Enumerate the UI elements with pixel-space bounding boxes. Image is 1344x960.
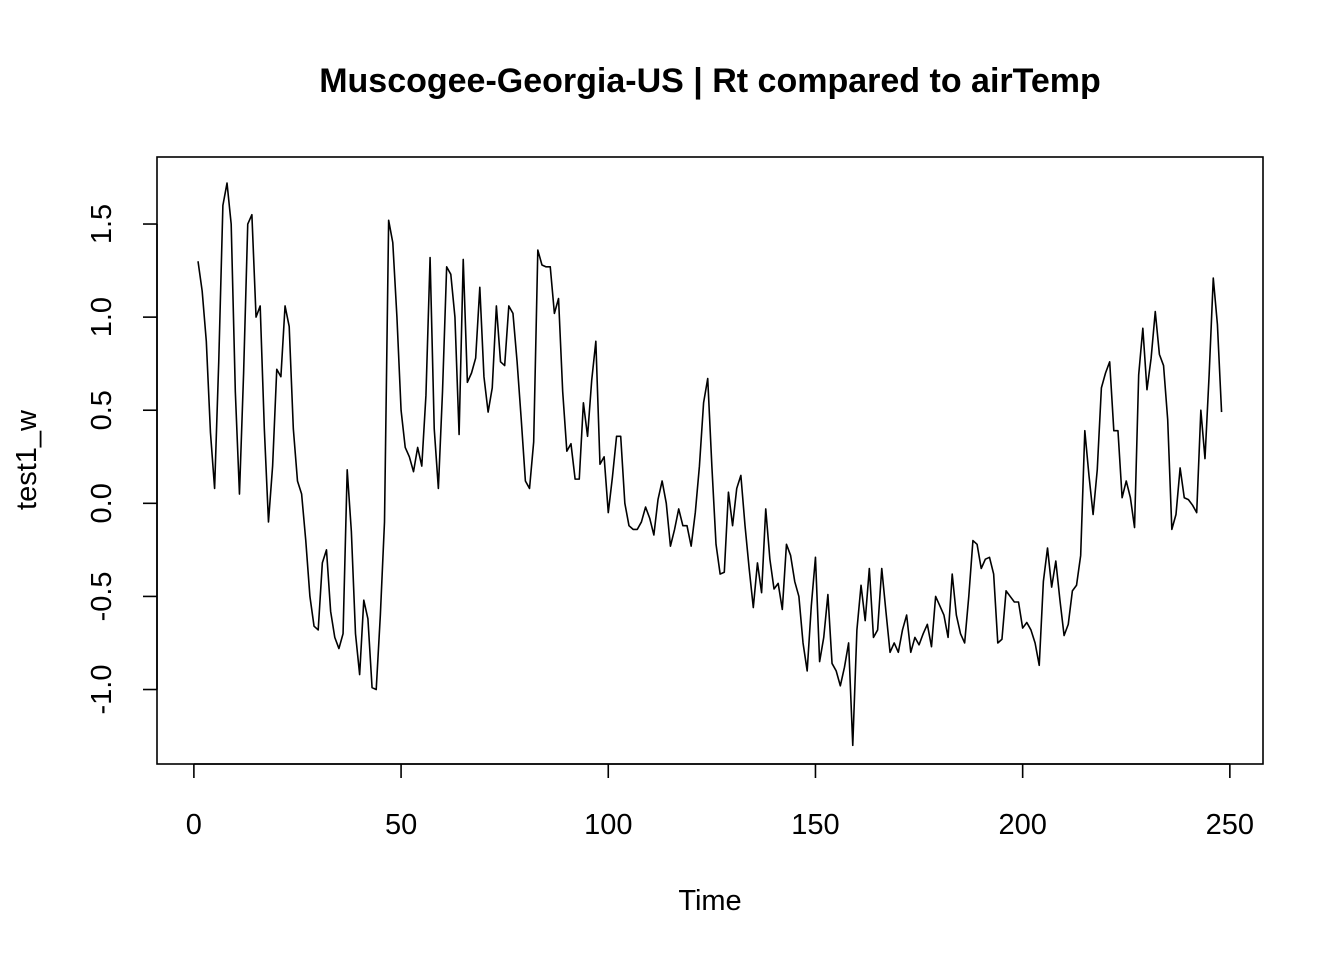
y-axis: -1.0 -0.5 0.0 0.5 1.0 1.5 (86, 204, 158, 715)
y-tick-label: 0.5 (86, 390, 118, 430)
series-line (197, 182, 1223, 747)
x-tick-label: 100 (584, 809, 632, 841)
y-tick-label: -1.0 (86, 665, 118, 715)
series-layer (197, 182, 1223, 747)
x-axis: 0 50 100 150 200 250 (186, 763, 1254, 841)
y-tick-label: 0.0 (86, 483, 118, 523)
x-tick-label: 50 (385, 809, 417, 841)
x-tick-label: 150 (791, 809, 839, 841)
y-tick-label: 1.5 (86, 204, 118, 244)
y-tick-label: -0.5 (86, 571, 118, 621)
chart-title: Muscogee-Georgia-US | Rt compared to air… (319, 62, 1101, 100)
x-tick-label: 250 (1206, 809, 1254, 841)
x-tick-label: 0 (186, 809, 202, 841)
y-axis-label: test1_w (11, 409, 43, 510)
x-tick-label: 200 (998, 809, 1046, 841)
y-tick-label: 1.0 (86, 297, 118, 337)
x-axis-label: Time (678, 885, 741, 917)
